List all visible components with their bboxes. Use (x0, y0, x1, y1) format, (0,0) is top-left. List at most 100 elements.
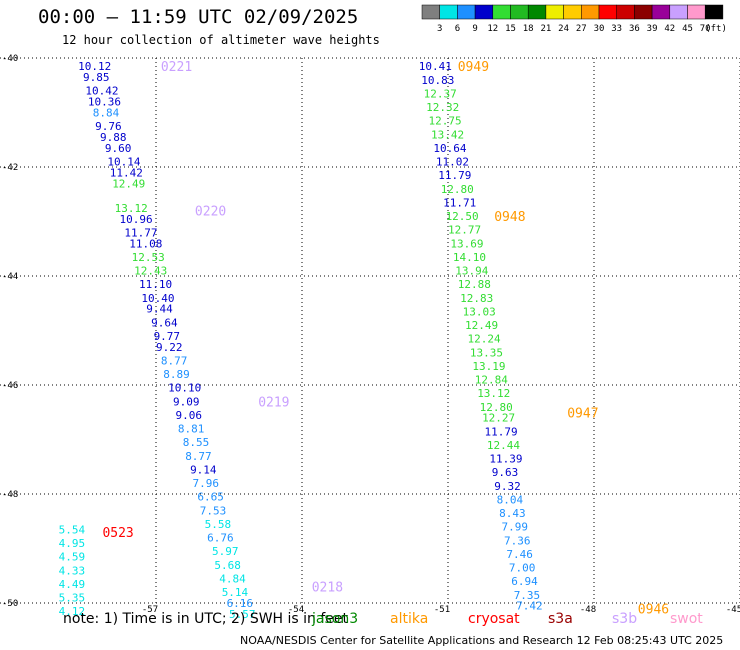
wave-height-value: 10.36 (88, 96, 121, 109)
wave-height-value: 12.50 (446, 210, 479, 223)
colorbar-tick-label: 27 (576, 24, 587, 34)
wave-height-value: 5.97 (212, 545, 239, 558)
wave-height-value: 9.14 (190, 463, 217, 476)
colorbar-swatch (669, 4, 688, 20)
wave-height-value: 13.19 (472, 360, 505, 373)
wave-height-value: 8.84 (93, 107, 120, 120)
wave-height-value: 9.63 (492, 466, 519, 479)
wave-height-value: 12.24 (467, 333, 500, 346)
wave-height-value: 7.42 (516, 600, 543, 613)
colorbar-tick-label: 12 (487, 24, 498, 34)
satellite-legend-altika: altika (390, 611, 429, 627)
wave-height-value: 9.76 (95, 120, 122, 133)
wave-height-value: 5.14 (222, 586, 249, 599)
wave-height-value: 9.22 (156, 341, 183, 354)
pass-time-label: 0523 (102, 526, 133, 541)
wave-height-value: 14.10 (453, 251, 486, 264)
colorbar-tick-label: 42 (664, 24, 675, 34)
wave-height-value: 9.32 (494, 480, 521, 493)
wave-height-value: 9.85 (83, 71, 110, 84)
wave-height-value: 8.77 (161, 354, 188, 367)
page-subtitle: 12 hour collection of altimeter wave hei… (62, 33, 380, 47)
wave-height-value: 13.94 (455, 265, 488, 278)
wave-height-value: 12.80 (441, 183, 474, 196)
wave-height-value: 8.55 (183, 436, 210, 449)
wave-height-value: 13.35 (470, 346, 503, 359)
wave-height-value: 4.12 (59, 605, 86, 618)
pass-time-label: 0949 (458, 60, 489, 75)
wave-height-value: 9.09 (173, 395, 200, 408)
pass-time-label: 0948 (494, 210, 525, 225)
wave-height-value: 6.16 (227, 597, 254, 610)
wave-height-value: 9.60 (105, 142, 131, 155)
latitude-tick-label: -42 (2, 163, 18, 173)
page-title: 00:00 — 11:59 UTC 02/09/2025 (38, 6, 359, 28)
wave-height-value: 6.76 (207, 532, 234, 545)
wave-height-value: 13.12 (115, 202, 148, 215)
wave-height-value: 11.77 (124, 226, 157, 239)
pass-time-label: 0219 (258, 395, 289, 410)
wave-height-value: 9.06 (175, 409, 202, 422)
pass-time-label: 0947 (567, 406, 598, 421)
wave-height-value: 10.64 (433, 142, 466, 155)
colorbar-tick-label: 21 (540, 24, 551, 34)
wave-height-value: 12.88 (458, 278, 491, 291)
wave-height-value: 12.32 (426, 101, 459, 114)
latitude-tick-label: -44 (2, 272, 18, 282)
colorbar-tick-label: 39 (647, 24, 658, 34)
wave-height-value: 9.88 (100, 131, 127, 144)
wave-height-colorbar: 3 6 9 12 15 18 21 24 27 30 33 36 39 42 45 70(ft) (421, 4, 727, 34)
colorbar-swatch (704, 4, 724, 20)
satellite-legend-jason3: jason3 (312, 611, 359, 627)
wave-height-value: 10.14 (107, 156, 140, 169)
pass-time-label: 0220 (195, 205, 226, 220)
wave-height-value: 12.75 (429, 115, 462, 128)
colorbar-swatch (616, 4, 635, 20)
wave-height-value: 11.08 (129, 237, 162, 250)
wave-height-points: 10.129.8510.4210.368.849.769.889.6010.14… (59, 60, 543, 621)
satellite-legend-s3a: s3a (548, 611, 573, 627)
colorbar-swatch (474, 4, 494, 20)
pass-time-label: 0221 (161, 60, 192, 75)
wave-height-value: 5.57 (229, 608, 256, 621)
wave-height-value: 11.42 (110, 166, 143, 179)
colorbar-swatch (510, 4, 529, 20)
wave-height-value: 9.77 (154, 330, 181, 343)
wave-height-value: 10.40 (141, 292, 174, 305)
wave-height-value: 13.42 (431, 128, 464, 141)
latitude-tick-label: -48 (2, 490, 18, 500)
wave-height-value: 6.94 (511, 575, 538, 588)
pass-time-label: 0946 (638, 602, 669, 617)
wave-height-value: 13.69 (450, 237, 483, 250)
wave-height-value: 9.44 (146, 303, 173, 316)
longitude-tick-label: -54 (288, 605, 304, 615)
lat-lon-grid (0, 57, 740, 604)
wave-height-value: 11.79 (485, 425, 518, 438)
wave-height-value: 8.04 (497, 493, 524, 506)
longitude-tick-label: -57 (142, 605, 158, 615)
wave-height-value: 10.10 (168, 382, 201, 395)
satellite-legend-swot: swot (670, 611, 703, 627)
colorbar-swatch (651, 4, 671, 20)
colorbar-swatch (439, 4, 458, 20)
footer-note: note: 1) Time is in UTC; 2) SWH is in fe… (63, 611, 349, 627)
wave-height-value: 12.44 (487, 439, 520, 452)
wave-height-value: 10.42 (85, 85, 118, 98)
colorbar-swatch (492, 4, 511, 20)
wave-height-value: 7.36 (504, 534, 531, 547)
longitude-tick-label: -45 (726, 605, 740, 615)
colorbar-tick-label: 30 (594, 24, 605, 34)
wave-height-value: 10.12 (78, 60, 111, 73)
wave-height-value: 12.84 (475, 374, 508, 387)
wave-height-value: 7.35 (514, 589, 541, 602)
wave-height-value: 5.54 (59, 523, 86, 536)
colorbar-tick-label: 70 (700, 24, 711, 34)
wave-height-value: 5.58 (205, 518, 232, 531)
wave-height-value: 12.77 (448, 224, 481, 237)
wave-height-value: 4.59 (59, 551, 86, 564)
wave-height-value: 7.00 (509, 562, 536, 575)
wave-height-value: 8.89 (163, 368, 190, 381)
colorbar-swatch (545, 4, 564, 20)
colorbar-tick-label: 36 (629, 24, 640, 34)
